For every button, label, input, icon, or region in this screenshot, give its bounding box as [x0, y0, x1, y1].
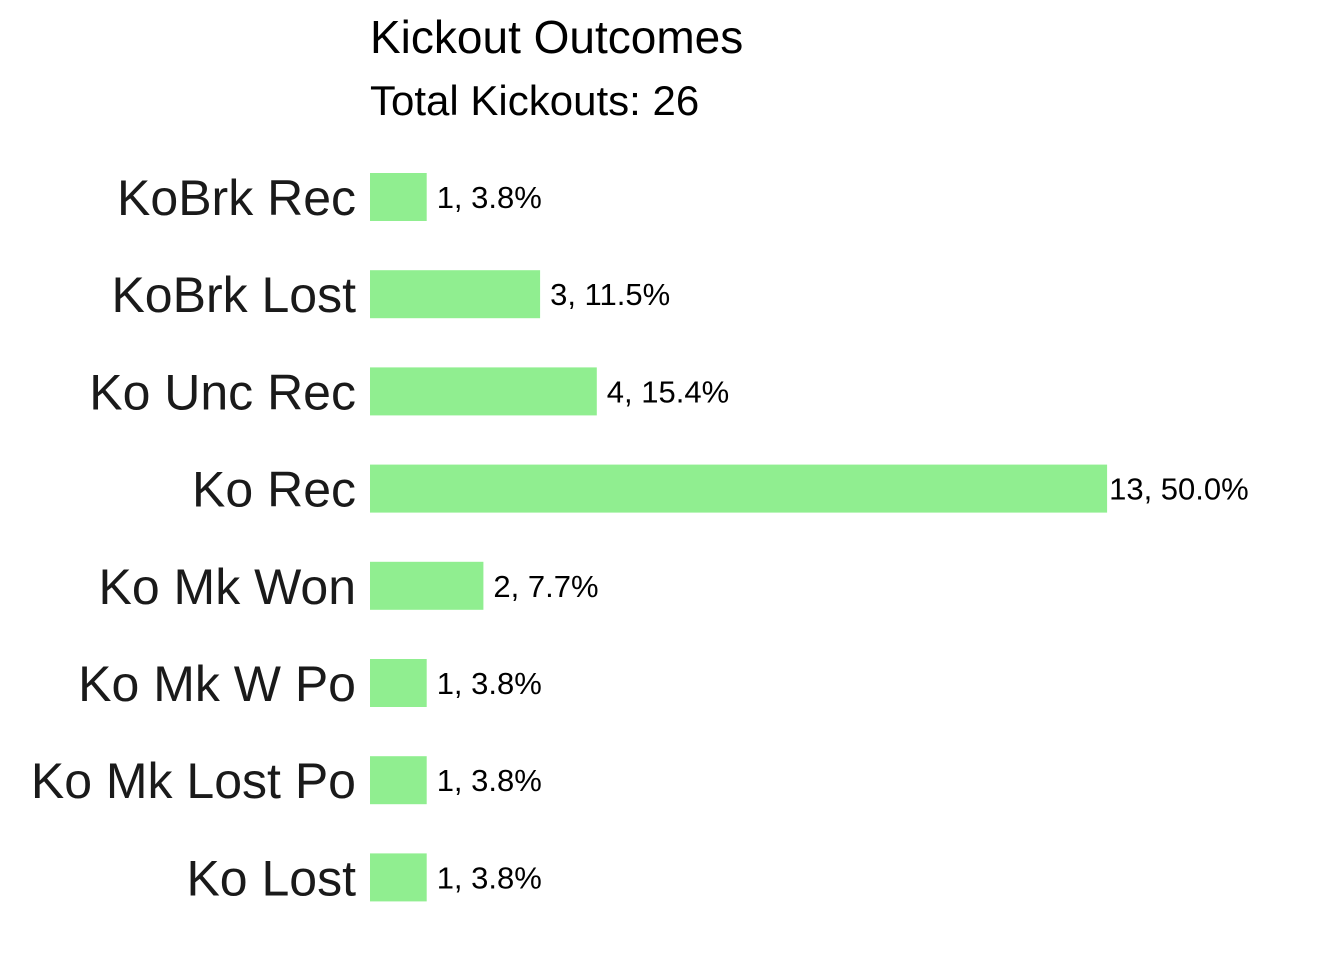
category-label-ko-mk-won: Ko Mk Won	[99, 559, 357, 615]
bar-ko-rec	[370, 464, 1108, 513]
bar-kobrk-rec	[370, 173, 427, 221]
bar-ko-lost	[370, 853, 427, 902]
bar-ko-mk-lost-po	[370, 756, 427, 805]
bar-kobrk-lost	[370, 270, 541, 319]
category-label-ko-mk-w-po: Ko Mk W Po	[78, 656, 356, 712]
data-label-ko-lost: 1, 3.8%	[437, 860, 542, 895]
data-label-kobrk-lost: 3, 11.5%	[550, 277, 670, 312]
category-label-ko-mk-lost-po: Ko Mk Lost Po	[31, 753, 356, 809]
data-label-ko-mk-lost-po: 1, 3.8%	[437, 763, 542, 798]
category-label-kobrk-rec: KoBrk Rec	[117, 170, 356, 226]
bar-ko-mk-won	[370, 561, 484, 610]
bars-group	[370, 173, 1108, 902]
category-label-kobrk-lost: KoBrk Lost	[111, 267, 356, 323]
data-label-ko-mk-won: 2, 7.7%	[493, 569, 598, 604]
bar-ko-unc-rec	[370, 367, 597, 416]
data-label-ko-unc-rec: 4, 15.4%	[607, 374, 729, 409]
data-label-ko-mk-w-po: 1, 3.8%	[437, 666, 542, 701]
chart-subtitle: Total Kickouts: 26	[370, 77, 699, 124]
chart-title: Kickout Outcomes	[370, 11, 743, 63]
data-labels-group: 1, 3.8% 3, 11.5% 4, 15.4% 13, 50.0% 2, 7.7% 1…	[437, 180, 1249, 895]
category-label-ko-rec: Ko Rec	[192, 462, 356, 518]
data-label-ko-rec: 13, 50.0%	[1109, 472, 1249, 507]
bar-ko-mk-w-po	[370, 659, 427, 707]
category-label-ko-unc-rec: Ko Unc Rec	[89, 364, 356, 420]
data-label-kobrk-rec: 1, 3.8%	[437, 180, 542, 215]
category-label-ko-lost: Ko Lost	[186, 850, 356, 906]
category-axis-labels: KoBrk Rec KoBrk Lost Ko Unc Rec Ko Rec Ko Mk…	[31, 170, 356, 906]
